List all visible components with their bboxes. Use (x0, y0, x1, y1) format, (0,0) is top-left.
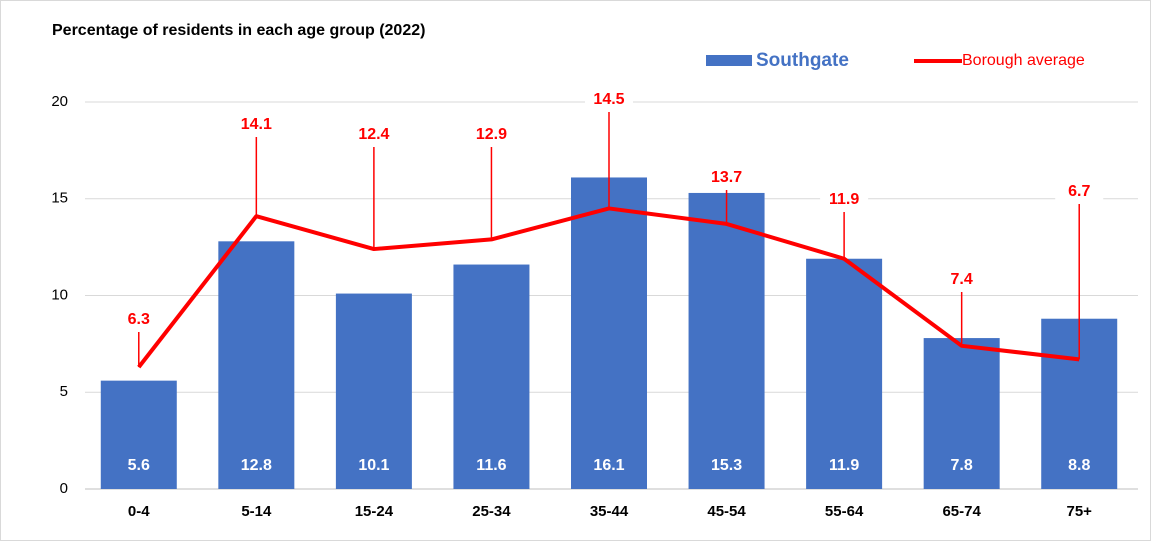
label-bg (702, 167, 751, 189)
label-bg (1055, 181, 1104, 203)
x-tick-label: 15-24 (355, 503, 394, 520)
y-tick-label: 10 (51, 286, 68, 303)
line-value-label: 11.9 (829, 191, 859, 208)
line-value-label: 14.1 (241, 116, 272, 133)
legend-label: Borough average (962, 52, 1085, 69)
x-tick-label: 0-4 (128, 503, 150, 520)
line-value-label: 13.7 (711, 169, 742, 186)
y-tick-label: 5 (60, 383, 68, 400)
line-value-label: 12.9 (476, 126, 507, 143)
legend-label: Southgate (756, 50, 849, 71)
bar (923, 338, 1000, 489)
bar-value-label: 10.1 (358, 457, 389, 474)
label-bg (820, 189, 869, 211)
line-value-label: 14.5 (593, 91, 624, 108)
label-bg (114, 309, 163, 331)
bar-value-label: 16.1 (593, 457, 624, 474)
bar-value-label: 15.3 (711, 457, 742, 474)
bar-value-label: 5.6 (128, 457, 150, 474)
x-tick-label: 65-74 (942, 503, 981, 520)
bar (688, 192, 765, 489)
y-tick-label: 15 (51, 190, 68, 207)
bar (218, 241, 295, 489)
y-tick-label: 20 (51, 93, 68, 110)
line-value-label: 6.3 (128, 311, 150, 328)
chart-title: Percentage of residents in each age grou… (52, 22, 425, 39)
x-tick-label: 25-34 (472, 503, 511, 520)
bar (453, 264, 530, 489)
label-bg (467, 124, 516, 146)
x-tick-label: 55-64 (825, 503, 864, 520)
bar-value-label: 11.6 (476, 457, 506, 474)
bar (571, 177, 647, 489)
label-bg (349, 124, 398, 146)
bar (335, 293, 412, 489)
line-value-label: 7.4 (951, 271, 973, 288)
line-value-label: 12.4 (358, 126, 389, 143)
x-tick-label: 35-44 (590, 503, 629, 520)
bar (100, 380, 177, 489)
label-bg (585, 89, 633, 111)
bar-value-label: 11.9 (829, 457, 859, 474)
legend-swatch (706, 55, 752, 66)
bar-value-label: 7.8 (951, 457, 973, 474)
x-tick-label: 45-54 (707, 503, 746, 520)
x-tick-label: 75+ (1066, 503, 1092, 520)
x-tick-label: 5-14 (241, 503, 272, 520)
bar-value-label: 8.8 (1068, 457, 1090, 474)
bar-value-label: 12.8 (241, 457, 272, 474)
line-value-label: 6.7 (1068, 183, 1090, 200)
y-tick-label: 0 (60, 480, 68, 497)
label-bg (937, 269, 986, 291)
bar (806, 258, 883, 489)
label-bg (232, 114, 281, 136)
